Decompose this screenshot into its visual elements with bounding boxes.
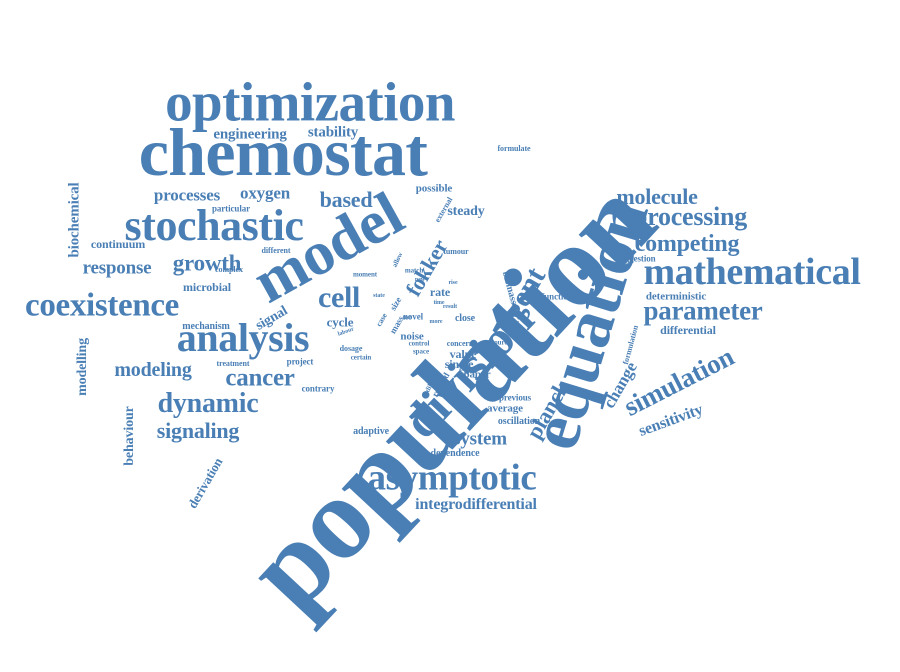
word-dynamic: dynamic [157, 388, 259, 419]
word-parameter: parameter [643, 295, 763, 326]
word-differential: differential [660, 323, 716, 337]
word-different: different [261, 246, 291, 255]
word-use: use [402, 315, 412, 321]
word-based: based [319, 187, 373, 212]
word-formulate: formulate [497, 144, 531, 153]
word-tumour: tumour [443, 247, 469, 256]
word-adaptive: adaptive [353, 426, 389, 437]
word-time: time [433, 300, 445, 306]
word-paper: paper [463, 368, 491, 381]
word-allow: allow [390, 251, 405, 269]
word-noise: noise [400, 330, 424, 343]
word-match: match [404, 266, 424, 275]
word-new: new [414, 277, 426, 283]
word-stochastic: stochastic [124, 201, 304, 250]
word-chemostat: chemostat [138, 114, 428, 190]
word-function: function [541, 291, 573, 302]
word-oscillation: oscillation [497, 416, 541, 427]
word-complex: complex [215, 265, 243, 274]
word-steady: steady [447, 204, 485, 219]
word-growth: growth [172, 250, 242, 276]
word-processes: processes [153, 185, 221, 205]
word-continuum: continuum [90, 237, 146, 251]
word-microbial: microbial [182, 280, 232, 294]
word-contrary: contrary [301, 383, 335, 394]
word-competing: competing [634, 231, 740, 257]
word-result: result [442, 304, 458, 310]
word-coexistence: coexistence [25, 287, 179, 324]
word-oxygen: oxygen [240, 183, 290, 203]
word-close: close [454, 313, 476, 324]
word-treatment: treatment [216, 359, 250, 368]
word-system: system [453, 428, 507, 450]
word-mathematical: mathematical [643, 251, 861, 293]
word-single: single [444, 357, 474, 371]
word-behaviour: behaviour [122, 406, 137, 466]
word-certain: certain [350, 353, 372, 362]
word-source: source [491, 338, 511, 347]
word-possible: possible [415, 182, 453, 195]
word-stability: stability [307, 124, 359, 141]
word-rate: rate [429, 285, 451, 299]
word-case: case [374, 311, 389, 329]
word-integrodifferential: integrodifferential [415, 496, 537, 513]
word-novel: novel [402, 311, 424, 322]
word-space: space [413, 347, 429, 356]
word-mechanism: mechanism [182, 321, 230, 332]
word-cell: cell [317, 281, 361, 314]
word-modelling: modelling [75, 338, 90, 396]
word-average: average [487, 402, 523, 415]
word-dosage: dosage [339, 344, 363, 353]
word-derivation: derivation [184, 455, 226, 511]
word-signaling: signaling [156, 418, 240, 443]
word-size: size [387, 295, 404, 313]
word-engineering: engineering [213, 126, 287, 143]
word-analysis: analysis [176, 315, 310, 360]
word-particular: particular [211, 203, 251, 214]
word-processing: processing [633, 202, 747, 231]
word-biochemical: biochemical [66, 182, 83, 258]
word-concern: concern [446, 339, 474, 348]
word-cycle: cycle [326, 314, 354, 330]
word-dependence: dependence [430, 448, 480, 459]
word-control: control [408, 339, 430, 348]
word-asymptotic: asymptotic [367, 457, 537, 499]
word-modeling: modeling [114, 359, 192, 381]
word-rise: rise [448, 280, 458, 286]
word-molecule: molecule [616, 184, 698, 209]
word-suggestion: suggestion [616, 253, 656, 264]
word-state: state [373, 293, 385, 299]
word-moment: moment [352, 270, 378, 279]
word-response: response [82, 257, 152, 279]
word-cancer: cancer [225, 364, 295, 392]
word-previous: previous [498, 392, 532, 403]
word-deterministic: deterministic [645, 290, 707, 303]
word-more: more [429, 319, 443, 325]
word-project: project [286, 356, 314, 367]
word-value: value [449, 347, 477, 361]
word-optimization: optimization [165, 71, 455, 133]
